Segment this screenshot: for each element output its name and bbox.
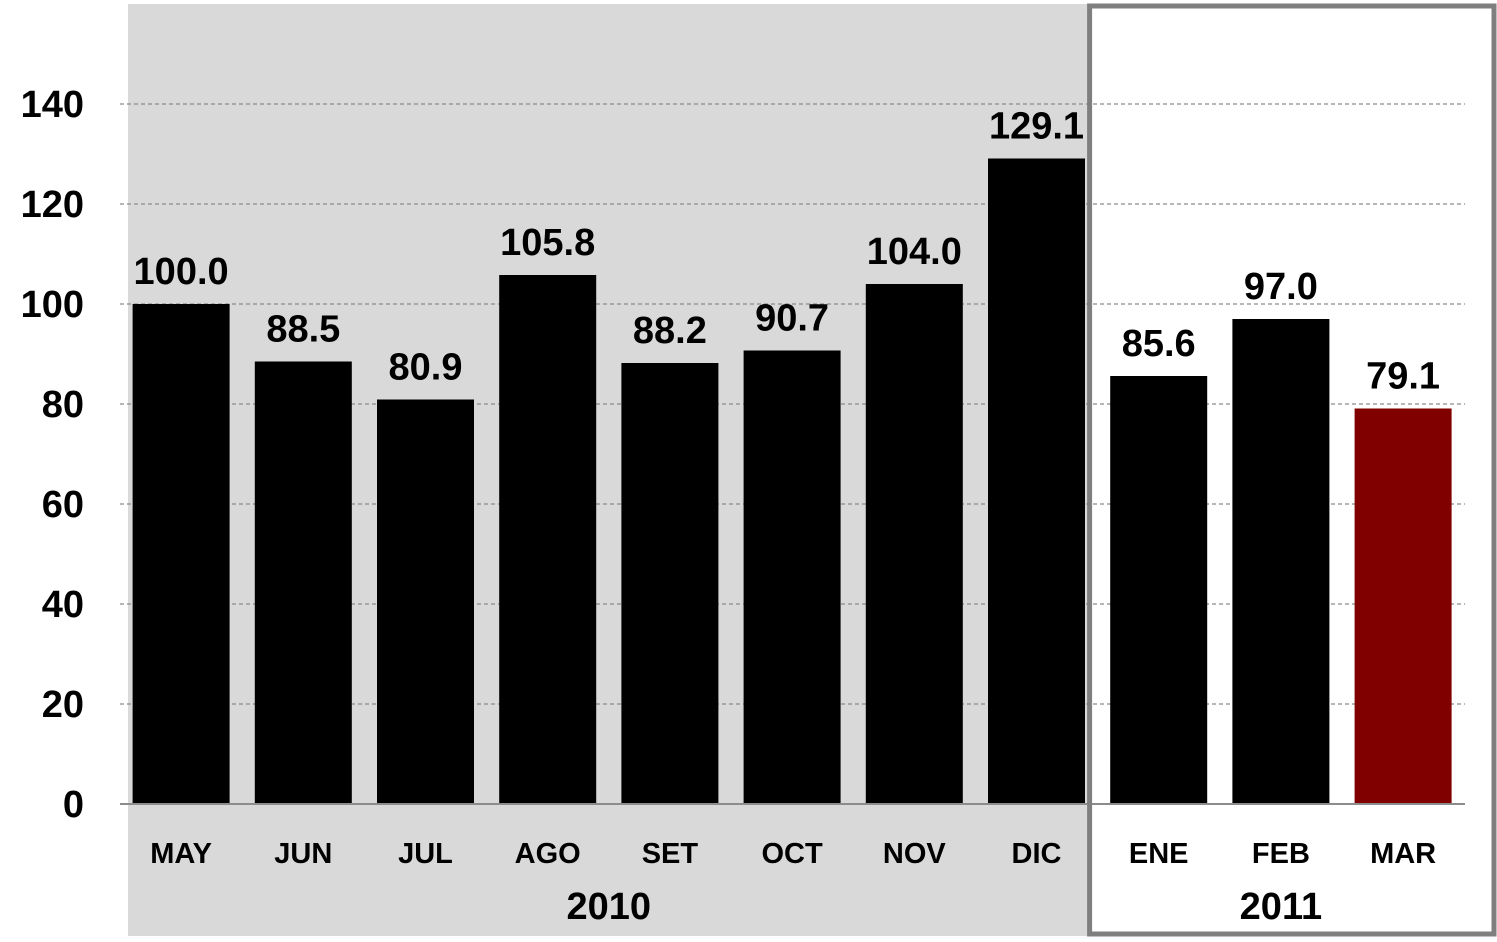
bar: [743, 350, 841, 804]
value-label: 104.0: [867, 231, 962, 273]
bar: [865, 284, 963, 804]
y-tick-label: 80: [42, 384, 84, 426]
y-tick-label: 120: [21, 184, 84, 226]
value-label: 88.5: [266, 309, 340, 351]
y-tick-label: 20: [42, 684, 84, 726]
category-label: JUN: [274, 838, 332, 870]
value-label: 88.2: [633, 310, 707, 352]
category-label: SET: [642, 838, 699, 870]
category-label: MAY: [150, 838, 212, 870]
category-label: AGO: [515, 838, 581, 870]
year-labels: 2010 2011: [567, 886, 1323, 928]
category-label: DIC: [1012, 838, 1062, 870]
bar: [1232, 319, 1330, 804]
bar: [1354, 408, 1452, 804]
year-label: 2010: [567, 886, 652, 928]
frame-2011: [1087, 3, 1497, 937]
category-labels: MAY JUN JUL AGO SET OCT NOV DIC ENE FEB MAR: [150, 838, 1436, 870]
bars: [132, 158, 1452, 804]
y-tick-label: 60: [42, 484, 84, 526]
value-label: 100.0: [134, 251, 229, 293]
bar: [499, 275, 597, 804]
y-tick-label: 100: [21, 284, 84, 326]
bar: [254, 361, 352, 804]
value-label: 80.9: [389, 347, 463, 389]
y-tick-label: 140: [21, 84, 84, 126]
category-label: MAR: [1370, 838, 1436, 870]
y-tick-label: 40: [42, 584, 84, 626]
bar: [621, 363, 719, 804]
y-axis-ticks: 0 20 40 60 80 100 120 140: [21, 84, 84, 826]
y-tick-label: 0: [63, 784, 84, 826]
value-label: 85.6: [1122, 323, 1196, 365]
bar: [377, 399, 474, 804]
bar: [988, 158, 1085, 804]
category-label: JUL: [398, 838, 453, 870]
value-label: 105.8: [500, 222, 595, 264]
category-label: OCT: [761, 838, 823, 870]
category-label: NOV: [883, 838, 947, 870]
value-label: 129.1: [989, 106, 1084, 148]
value-labels: 100.0 88.5 80.9 105.8 88.2 90.7 104.0 129.1 85.6…: [134, 106, 1441, 398]
category-label: FEB: [1252, 838, 1310, 870]
category-label: ENE: [1129, 838, 1189, 870]
value-label: 79.1: [1366, 356, 1440, 398]
year-label: 2011: [1240, 886, 1322, 928]
bar: [132, 304, 230, 804]
bar: [1110, 376, 1208, 804]
value-label: 97.0: [1244, 266, 1318, 308]
value-label: 90.7: [755, 298, 829, 340]
